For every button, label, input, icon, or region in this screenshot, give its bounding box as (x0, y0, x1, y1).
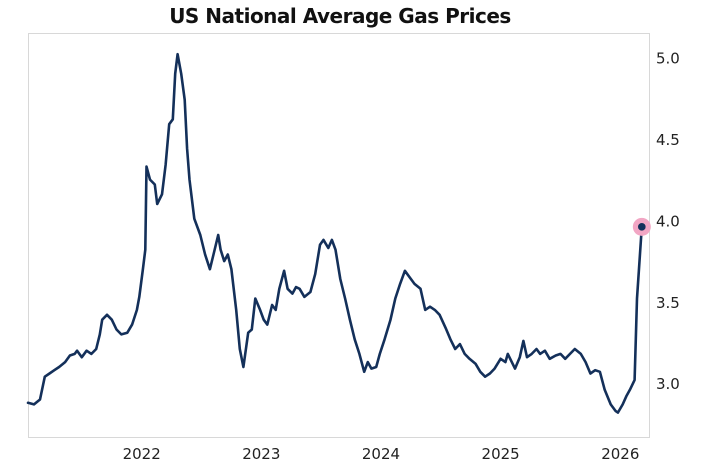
x-tick-label: 2026 (601, 445, 639, 463)
y-tick-label: 4.0 (656, 212, 680, 230)
plot-frame (28, 33, 650, 438)
y-tick-label: 4.5 (656, 131, 680, 149)
chart-title: US National Average Gas Prices (169, 4, 511, 28)
x-tick-label: 2022 (123, 445, 161, 463)
y-tick-label: 5.0 (656, 49, 680, 67)
y-tick-label: 3.0 (656, 375, 680, 393)
x-tick-label: 2025 (482, 445, 520, 463)
y-tick-label: 3.5 (656, 294, 680, 312)
x-tick-label: 2023 (242, 445, 280, 463)
last-data-point (638, 223, 646, 231)
x-tick-label: 2024 (362, 445, 400, 463)
series-line (26, 52, 644, 414)
